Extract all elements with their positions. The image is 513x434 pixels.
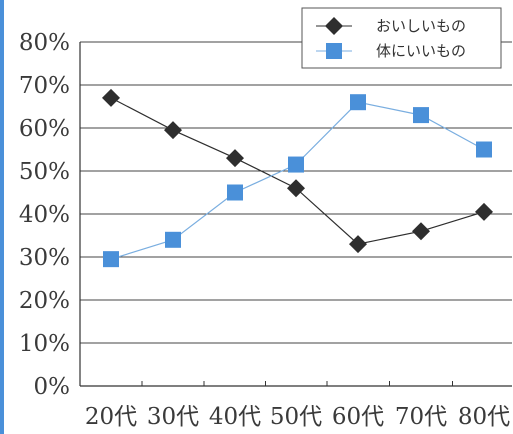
legend-label-series-0: おいしいもの	[376, 17, 466, 35]
legend: おいしいもの 体にいいもの	[301, 7, 502, 69]
y-tick-label: 70%	[19, 73, 70, 99]
left-border	[0, 0, 4, 434]
data-point-square	[227, 184, 243, 201]
series-1	[103, 94, 492, 268]
y-tick-label: 50%	[19, 159, 70, 185]
legend-diamond-icon	[325, 17, 343, 35]
data-point-square	[165, 231, 181, 248]
series-0	[102, 88, 493, 254]
y-tick-label: 40%	[19, 202, 70, 228]
legend-marker-series-1	[326, 43, 342, 59]
data-point-diamond	[164, 121, 182, 140]
x-tick-label: 60代	[332, 404, 384, 430]
axes	[79, 42, 512, 387]
legend-marker-series-0	[325, 17, 343, 35]
series-group	[102, 88, 493, 268]
data-point-diamond	[349, 235, 367, 254]
y-tick-label: 30%	[19, 245, 70, 271]
x-tick-label: 80代	[458, 404, 510, 430]
x-tick-label: 40代	[209, 404, 261, 430]
data-point-diamond	[287, 179, 305, 198]
legend-label-series-1: 体にいいもの	[376, 42, 466, 60]
x-tick-label: 30代	[147, 404, 199, 430]
data-point-square	[288, 156, 304, 173]
x-tick-label: 20代	[85, 404, 137, 430]
y-axis-tick-labels: 0% 10% 20% 30% 40% 50% 60% 70% 80%	[19, 30, 70, 400]
y-tick-label: 80%	[19, 30, 70, 56]
y-tick-label: 10%	[19, 331, 70, 357]
x-tick-label: 50代	[270, 404, 322, 430]
data-point-square	[413, 107, 429, 124]
data-point-square	[350, 94, 366, 111]
data-point-square	[103, 251, 119, 268]
data-point-diamond	[102, 88, 120, 107]
data-point-diamond	[412, 222, 430, 241]
x-tick-label: 70代	[395, 404, 447, 430]
y-tick-label: 20%	[19, 288, 70, 314]
x-axis-tick-labels: 20代 30代 40代 50代 60代 70代 80代	[85, 404, 510, 430]
data-point-square	[476, 141, 492, 158]
y-tick-label: 0%	[34, 374, 71, 400]
legend-square-icon	[326, 43, 342, 59]
data-point-diamond	[475, 202, 493, 221]
data-point-diamond	[226, 149, 244, 168]
y-tick-label: 60%	[19, 116, 70, 142]
